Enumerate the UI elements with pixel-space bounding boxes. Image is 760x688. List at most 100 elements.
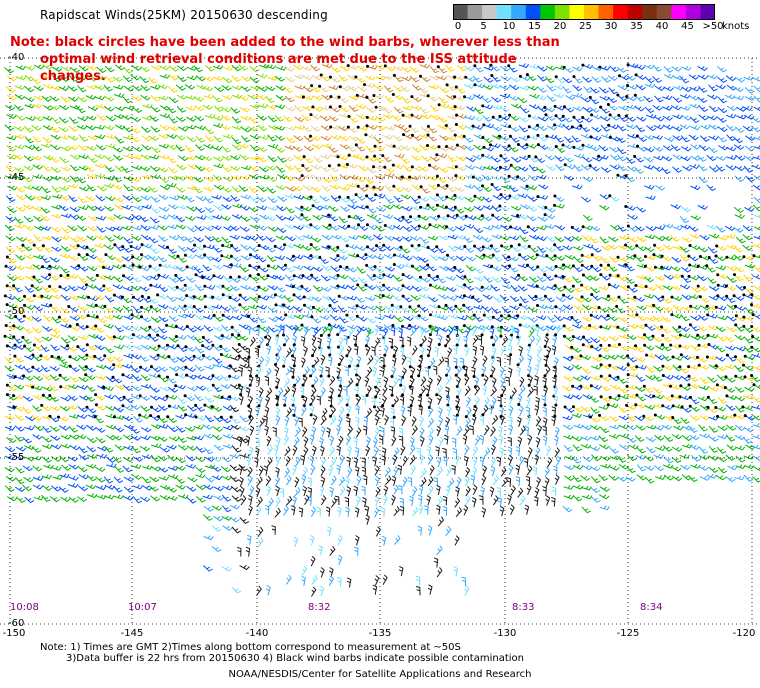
wind-barb <box>491 346 497 358</box>
wind-barb <box>104 306 115 313</box>
wind-barb <box>302 165 312 173</box>
wind-barb <box>698 424 708 432</box>
contamination-circle <box>140 253 143 257</box>
wind-barb <box>59 156 70 164</box>
wind-barb <box>329 446 336 457</box>
wind-barb <box>283 435 290 446</box>
wind-barb <box>257 146 268 153</box>
contamination-circle <box>525 184 529 188</box>
contamination-circle <box>645 353 648 357</box>
wind-barb <box>230 384 241 390</box>
wind-barb <box>231 346 242 354</box>
wind-barb <box>150 84 161 90</box>
wind-barb <box>346 577 352 588</box>
wind-barb <box>229 297 241 303</box>
wind-barb <box>285 495 293 506</box>
wind-barb <box>393 106 404 114</box>
wind-barb <box>231 137 242 145</box>
wind-barb <box>51 466 62 471</box>
wind-barb <box>609 65 619 73</box>
wind-barb <box>573 245 584 251</box>
contamination-circle <box>219 344 223 348</box>
contamination-circle <box>661 374 665 377</box>
wind-barb <box>365 407 373 418</box>
wind-barb <box>536 236 547 242</box>
contamination-circle <box>518 253 522 257</box>
wind-barb <box>679 76 690 84</box>
wind-barb <box>699 377 710 385</box>
wind-barb <box>472 234 484 241</box>
wind-barb <box>202 104 213 110</box>
wind-barb <box>418 293 430 299</box>
wind-barb <box>103 205 115 212</box>
wind-barb <box>60 266 70 274</box>
wind-barb <box>562 245 573 251</box>
contamination-circle <box>166 343 169 347</box>
wind-barb <box>582 143 594 149</box>
wind-barb <box>49 95 60 102</box>
wind-barb <box>6 94 17 101</box>
wind-barb <box>752 274 760 280</box>
contamination-circle <box>652 394 656 398</box>
wind-barb <box>483 424 490 436</box>
wind-barb <box>5 215 16 223</box>
wind-barb <box>581 235 592 242</box>
wind-barb <box>151 406 162 413</box>
wind-barb <box>121 296 132 304</box>
wind-barb <box>591 365 602 370</box>
wind-barb <box>382 75 394 80</box>
wind-barb <box>526 484 532 495</box>
wind-barb <box>68 496 79 503</box>
wind-barb <box>267 115 278 123</box>
wind-barb <box>753 226 760 231</box>
wind-barb <box>517 436 523 447</box>
wind-barb <box>67 456 79 462</box>
wind-barb <box>229 504 240 510</box>
wind-barb <box>697 285 709 292</box>
wind-barb <box>15 316 25 324</box>
wind-barb <box>509 265 519 273</box>
wind-barb <box>401 96 411 104</box>
wind-barb <box>573 265 583 273</box>
wind-barb <box>194 115 205 122</box>
wind-barb <box>439 135 450 141</box>
contamination-circle <box>338 195 342 199</box>
wind-barb <box>429 324 435 335</box>
wind-barb <box>221 165 232 173</box>
wind-barb <box>220 125 231 131</box>
wind-barb <box>309 535 315 546</box>
contamination-circle <box>426 246 430 249</box>
wind-barb <box>59 363 70 369</box>
wind-barb <box>617 147 627 155</box>
wind-barb <box>186 136 197 143</box>
wind-barb <box>203 76 214 82</box>
wind-barb <box>141 135 152 142</box>
wind-barb <box>33 95 45 101</box>
wind-barb <box>168 356 179 364</box>
wind-barb <box>159 113 171 119</box>
wind-barb <box>347 305 359 311</box>
wind-barb <box>447 254 458 261</box>
wind-barb <box>113 485 123 493</box>
wind-barb <box>285 574 292 585</box>
wind-barb <box>417 396 423 407</box>
wind-barb <box>25 265 36 270</box>
wind-barb <box>274 365 280 377</box>
wind-barb <box>552 334 557 346</box>
wind-barb <box>501 284 513 290</box>
wind-barb <box>175 186 186 193</box>
wind-barb <box>481 365 487 376</box>
wind-barb <box>511 245 521 253</box>
contamination-circle <box>688 263 692 267</box>
wind-barb <box>652 104 663 111</box>
wind-barb <box>337 376 342 387</box>
wind-barb <box>394 175 405 181</box>
wind-barb <box>492 214 503 221</box>
wind-barb <box>392 246 404 252</box>
wind-barb <box>274 255 286 261</box>
wind-barb <box>249 165 259 172</box>
wind-barb <box>130 245 142 251</box>
wind-barb <box>211 256 222 263</box>
contamination-circle <box>301 95 305 99</box>
wind-barb <box>283 156 294 162</box>
